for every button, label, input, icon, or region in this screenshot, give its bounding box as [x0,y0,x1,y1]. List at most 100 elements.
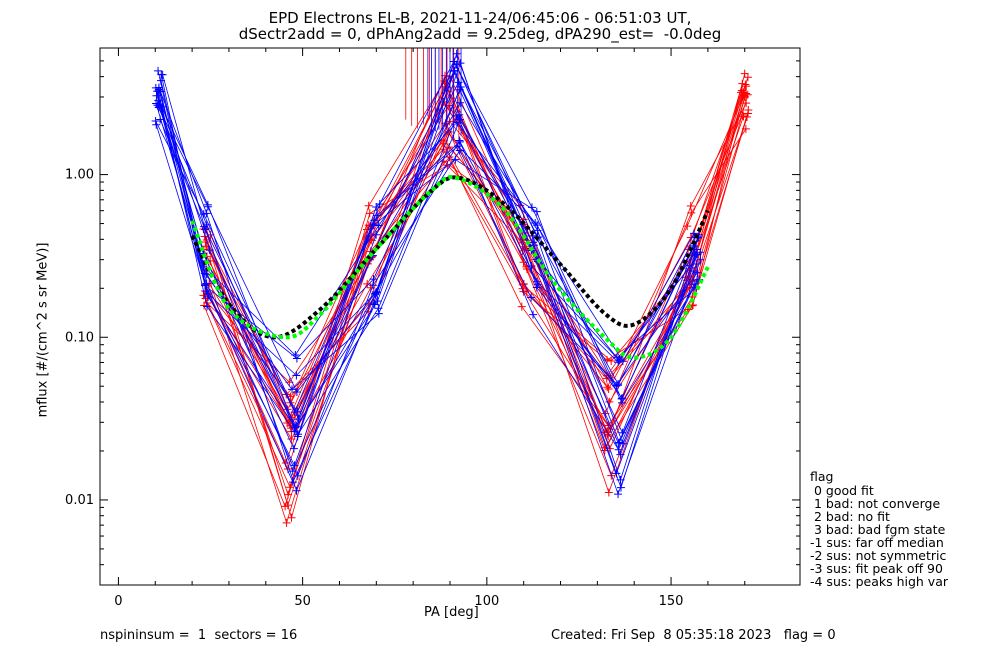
x-tick-label: 100 [474,594,499,609]
flag-legend-item: -3 sus: fit peak off 90 [810,561,943,576]
red-spin-line [210,128,747,415]
red-point [742,82,751,91]
blue-point [618,357,627,366]
flag-legend-item: 2 bad: no fit [810,509,890,524]
blue-point [456,137,465,146]
blue-point [614,358,623,367]
plot-frame [99,47,801,586]
blue-spin-line [157,86,699,434]
y-tick-label: 0.01 [65,493,94,508]
red-spin-line [208,86,747,419]
blue-point [455,136,464,145]
blue-point [527,293,536,302]
blue-point [157,70,166,79]
y-tick-label: 0.10 [65,330,94,345]
red-spin-line [205,113,749,436]
blue-point [373,211,382,220]
red-point [741,80,750,89]
blue-point [154,87,163,96]
red-point [287,513,296,522]
x-tick-label: 150 [659,594,684,609]
x-axis-label: PA [deg] [424,605,479,620]
footer-left-info: nspininsum = 1 sectors = 16 [100,628,298,643]
blue-point [288,467,297,476]
blue-point [374,304,383,313]
blue-point [529,241,538,250]
red-point [199,291,208,300]
blue-spin-line [155,120,695,445]
blue-spin-line [162,63,697,473]
blue-spin-line [160,60,699,428]
blue-point [612,381,621,390]
blue-point [450,57,459,66]
red-point [744,109,753,118]
blue-point [452,111,461,120]
blue-point [375,199,384,208]
blue-point [690,280,699,289]
red-point [365,209,374,218]
blue-point [289,444,298,453]
red-spin-line [204,94,749,427]
blue-point [292,371,301,380]
red-point [364,201,373,210]
red-point [604,488,613,497]
flag-legend-item: -2 sus: not symmetric [810,548,947,563]
red-point [603,356,612,365]
blue-point [614,379,623,388]
y-tick-label: 1.00 [65,168,94,183]
blue-point [373,297,382,306]
blue-spin-line [159,119,694,414]
chart-title-line2: dSectr2add = 0, dPhAng2add = 9.25deg, dP… [238,25,722,43]
blue-spin-line [159,101,698,444]
y-axis-label: mflux [#/(cm^2 s sr MeV)] [35,242,51,418]
blue-point [456,59,465,68]
red-point [362,225,371,234]
blue-point [288,478,297,487]
red-spin-line [205,80,743,471]
blue-spin-line [160,80,698,475]
blue-point [692,250,701,259]
blue-point [154,66,163,75]
blue-point [614,490,623,499]
blue-spin-line [158,60,700,482]
red-point [686,201,695,210]
blue-point [290,427,299,436]
red-spin-line [203,92,742,434]
blue-point [529,310,538,319]
fit-curve-black [190,175,710,340]
blue-spin-line [162,106,695,436]
blue-point [618,439,627,448]
red-point [445,143,454,152]
red-point [518,284,527,293]
flag-legend-heading: flag [810,469,834,484]
blue-spin-line [160,91,696,477]
red-point [517,302,526,311]
flag-legend-item: 1 bad: not converge [810,496,941,511]
blue-point [203,200,212,209]
blue-point [372,288,381,297]
blue-point [292,354,301,363]
blue-point [204,292,213,301]
flag-legend-item: 3 bad: bad fgm state [810,522,946,537]
blue-point [616,450,625,459]
blue-point [203,302,212,311]
red-point [285,483,294,492]
blue-point [617,394,626,403]
red-point [607,357,616,366]
blue-spin-line [157,88,701,496]
blue-point [616,475,625,484]
blue-point [533,221,542,230]
blue-point [293,471,302,480]
blue-spin-line [157,70,695,467]
blue-point [374,221,383,230]
footer-right-info: Created: Fri Sep 8 05:35:18 2023 flag = … [551,628,836,643]
blue-point [290,408,299,417]
blue-point [153,101,162,110]
flag-legend-item: 0 good fit [810,483,874,498]
blue-point [371,289,380,298]
red-point [363,279,372,288]
red-spin-line [206,74,745,477]
blue-spin-line [155,70,695,444]
blue-point [369,275,378,284]
red-point [282,518,291,527]
